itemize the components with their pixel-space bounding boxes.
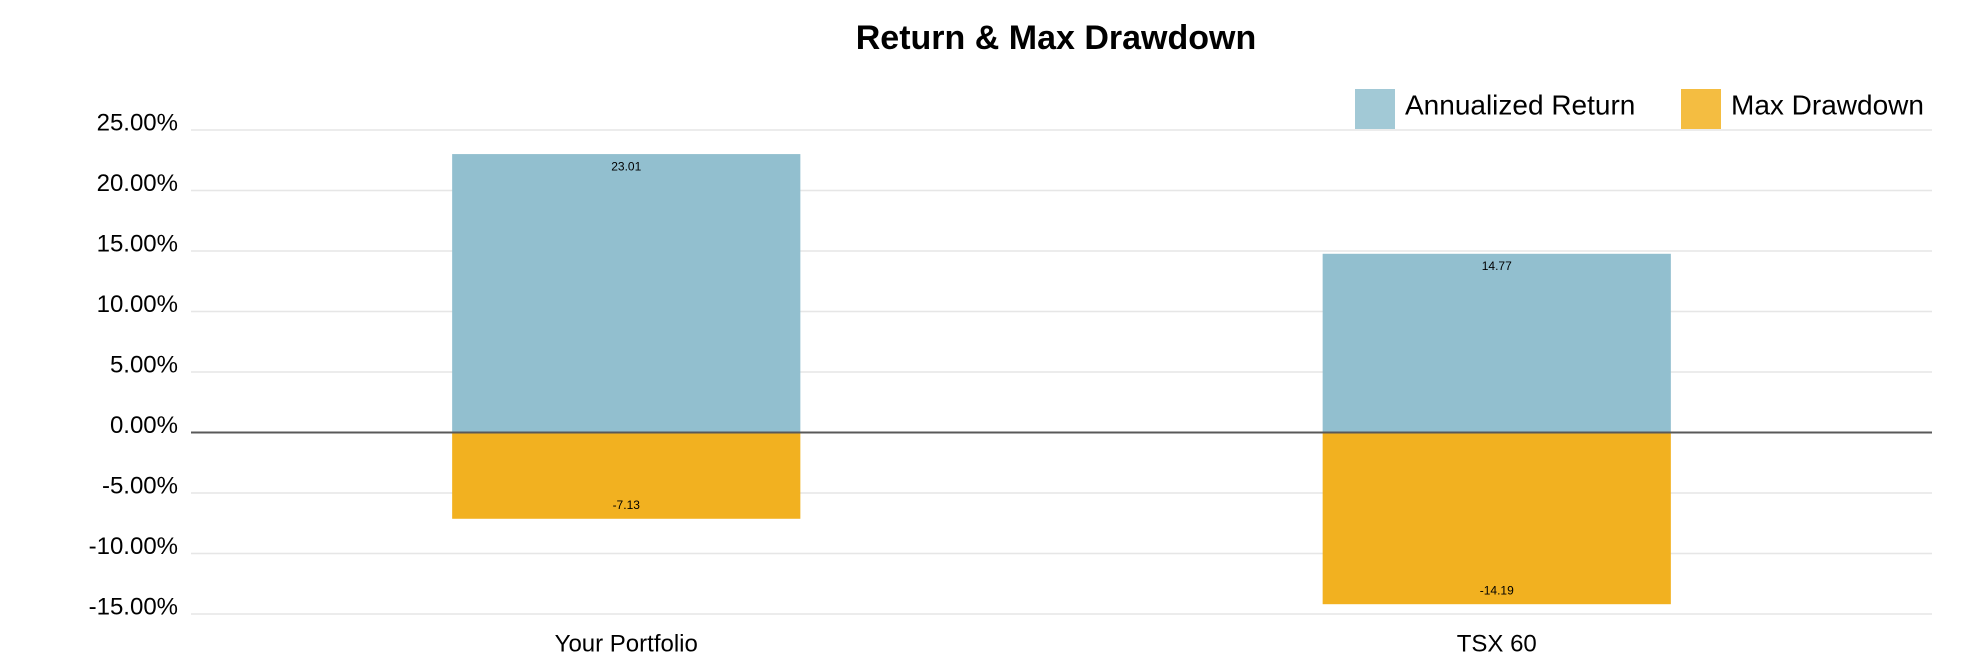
legend-label: Annualized Return bbox=[1405, 89, 1635, 120]
data-label: 23.01 bbox=[611, 159, 641, 173]
bar bbox=[452, 154, 801, 433]
y-tick-label: 25.00% bbox=[97, 109, 178, 136]
y-tick-label: 0.00% bbox=[110, 412, 178, 439]
legend-label: Max Drawdown bbox=[1731, 89, 1924, 120]
data-label: 14.77 bbox=[1482, 259, 1512, 273]
chart-title: Return & Max Drawdown bbox=[856, 19, 1256, 57]
bar bbox=[1322, 253, 1671, 433]
y-tick-label: 10.00% bbox=[97, 291, 178, 318]
y-tick-label: 20.00% bbox=[97, 170, 178, 197]
y-tick-label: -5.00% bbox=[102, 472, 178, 499]
y-tick-label: 15.00% bbox=[97, 230, 178, 257]
y-tick-label: -15.00% bbox=[89, 593, 178, 620]
legend-swatch bbox=[1355, 89, 1395, 129]
data-label: -7.13 bbox=[613, 498, 641, 512]
bar bbox=[452, 432, 801, 519]
bar bbox=[1322, 432, 1671, 605]
y-tick-label: 5.00% bbox=[110, 351, 178, 378]
x-tick-label: Your Portfolio bbox=[555, 630, 698, 657]
legend-swatch bbox=[1681, 89, 1721, 129]
x-tick-label: TSX 60 bbox=[1457, 630, 1537, 657]
y-tick-label: -10.00% bbox=[89, 533, 178, 560]
data-label: -14.19 bbox=[1480, 583, 1514, 597]
